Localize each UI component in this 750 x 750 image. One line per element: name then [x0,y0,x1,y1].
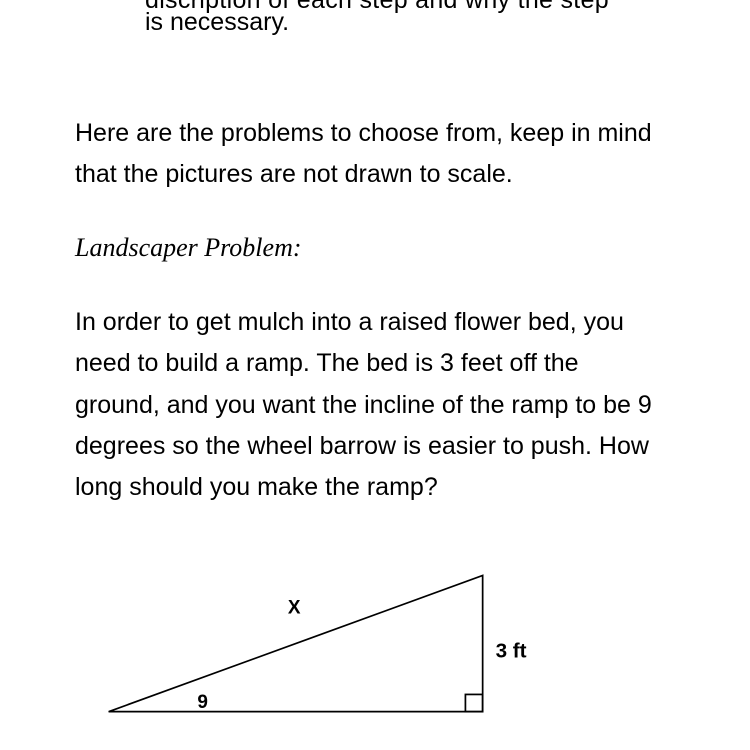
intro-paragraph: Here are the problems to choose from, ke… [75,113,660,196]
problem-body: In order to get mulch into a raised flow… [75,302,667,508]
problem-title: Landscaper Problem: [75,227,302,270]
page-container: { "fragments": { "top_cut": "discription… [0,0,750,750]
svg-text:X: X [288,597,301,618]
svg-text:9: 9 [197,692,208,713]
triangle-diagram: X 3 ft 9 [100,541,574,741]
svg-text:3 ft: 3 ft [496,639,527,662]
fragment-line-2: is necessary. [145,2,625,43]
